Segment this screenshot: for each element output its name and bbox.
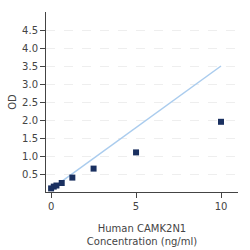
- svg-text:5: 5: [133, 201, 139, 212]
- svg-text:3.0: 3.0: [22, 79, 38, 90]
- svg-text:1.0: 1.0: [22, 151, 38, 162]
- svg-text:0.5: 0.5: [22, 169, 38, 180]
- svg-text:10: 10: [215, 201, 228, 212]
- svg-text:1.5: 1.5: [22, 133, 38, 144]
- svg-text:0: 0: [48, 201, 54, 212]
- svg-text:4.0: 4.0: [22, 43, 38, 54]
- svg-text:2.5: 2.5: [22, 97, 38, 108]
- svg-text:2.0: 2.0: [22, 115, 38, 126]
- svg-text:3.5: 3.5: [22, 61, 38, 72]
- svg-text:4.5: 4.5: [22, 25, 38, 36]
- svg-text:Human CAMK2N1Concentration (ng: Human CAMK2N1Concentration (ng/ml): [87, 223, 197, 247]
- svg-text:OD: OD: [7, 94, 18, 110]
